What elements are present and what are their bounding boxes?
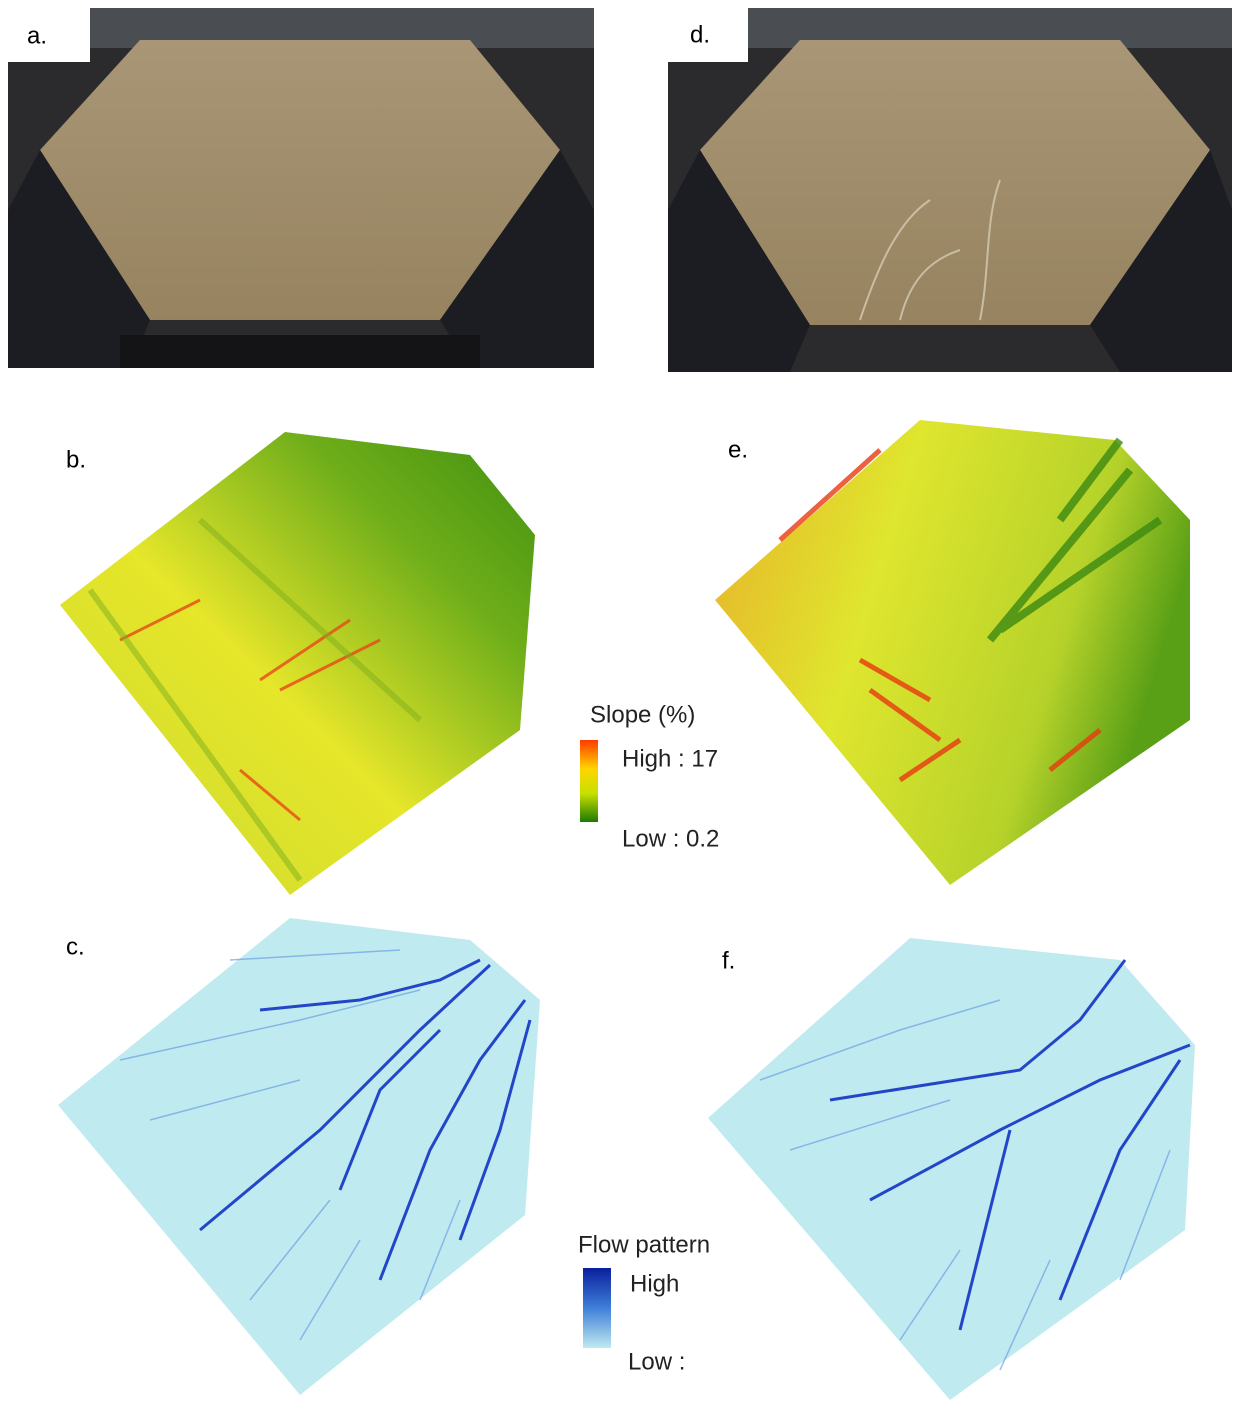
panel-label: b. — [66, 446, 86, 473]
legend-title: Flow pattern — [578, 1231, 710, 1258]
legend-low: Low : 0.2 — [622, 825, 719, 852]
panel-label: f. — [722, 947, 735, 974]
legend-high: High : 17 — [622, 745, 718, 772]
slope-map-e: e. — [715, 420, 1190, 885]
legend-low: Low : — [628, 1348, 685, 1375]
photo-d: d. — [668, 8, 1232, 372]
slope-legend: Slope (%) High : 17 Low : 0.2 — [580, 701, 719, 852]
flow-map-f: f. — [708, 938, 1195, 1400]
panel-label: d. — [690, 21, 710, 48]
panel-label: e. — [728, 436, 748, 463]
legend-title: Slope (%) — [590, 701, 695, 728]
panel-label: c. — [66, 933, 85, 960]
flow-map-c: c. — [58, 918, 540, 1395]
panel-label: a. — [27, 22, 47, 49]
legend-high: High — [630, 1270, 679, 1297]
photo-a: a. — [8, 8, 594, 368]
flow-legend: Flow pattern High Low : — [578, 1231, 710, 1375]
slope-map-b: b. — [60, 432, 535, 895]
figure: a. d. b. e. Slope (%) High : 17 Low : 0.… — [0, 0, 1234, 1412]
